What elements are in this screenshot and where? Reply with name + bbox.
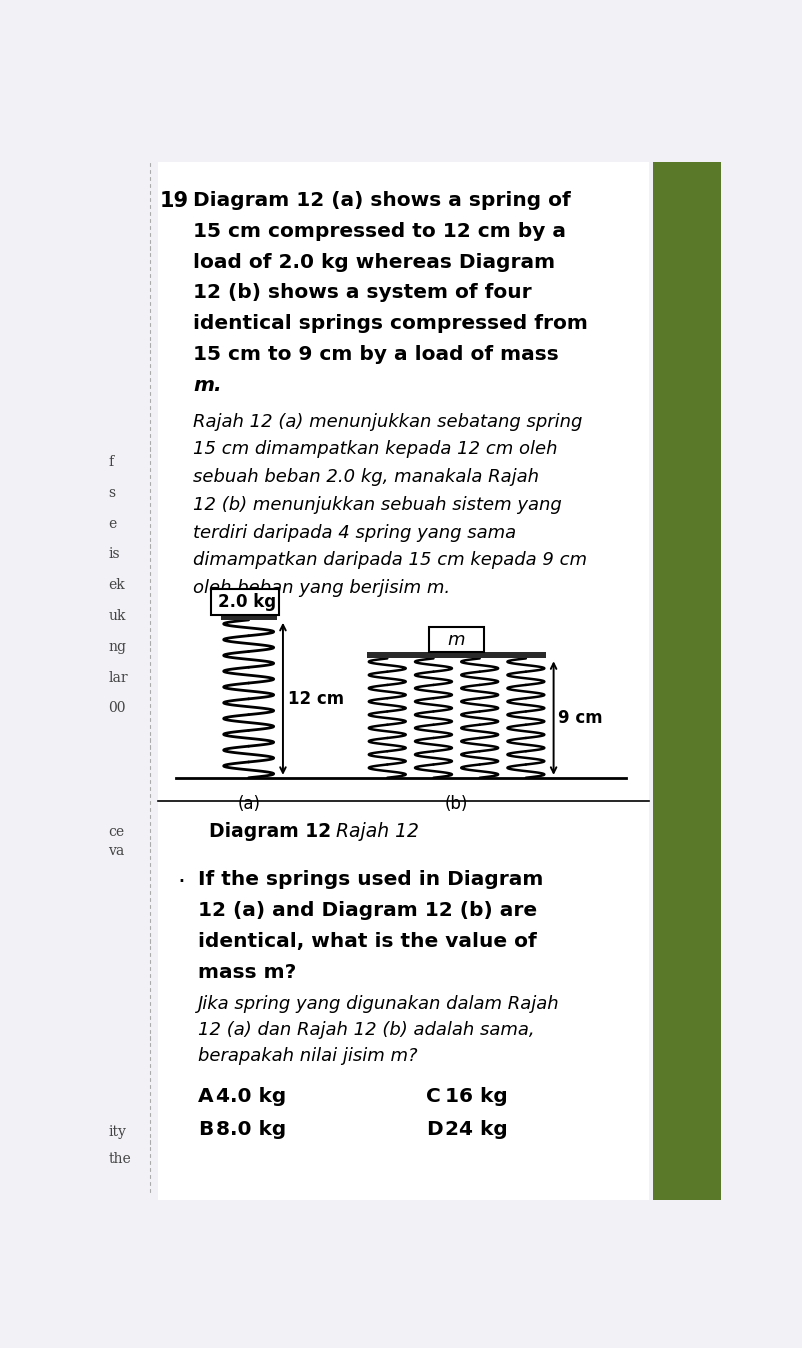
Text: 4.0 kg: 4.0 kg xyxy=(216,1088,286,1107)
Bar xyxy=(652,162,721,1200)
Text: D: D xyxy=(425,1120,442,1139)
Bar xyxy=(221,615,277,620)
Text: terdiri daripada 4 spring yang sama: terdiri daripada 4 spring yang sama xyxy=(193,523,516,542)
Text: e: e xyxy=(108,516,116,531)
Text: identical, what is the value of: identical, what is the value of xyxy=(197,931,536,950)
Text: 15 cm compressed to 12 cm by a: 15 cm compressed to 12 cm by a xyxy=(193,222,565,241)
Text: s: s xyxy=(108,485,115,500)
Text: identical springs compressed from: identical springs compressed from xyxy=(193,314,587,333)
Text: B: B xyxy=(197,1120,213,1139)
Text: berapakah nilai jisim m?: berapakah nilai jisim m? xyxy=(197,1047,417,1065)
Text: 12 (a) and Diagram 12 (b) are: 12 (a) and Diagram 12 (b) are xyxy=(197,900,537,919)
Text: (b): (b) xyxy=(444,795,468,813)
Text: is: is xyxy=(108,547,120,562)
Text: 12 cm: 12 cm xyxy=(287,690,343,708)
Text: 8.0 kg: 8.0 kg xyxy=(216,1120,286,1139)
Text: 9 cm: 9 cm xyxy=(557,709,602,727)
Text: sebuah beban 2.0 kg, manakala Rajah: sebuah beban 2.0 kg, manakala Rajah xyxy=(193,468,539,487)
Text: If the springs used in Diagram: If the springs used in Diagram xyxy=(197,871,543,890)
Bar xyxy=(158,162,648,1200)
Text: ng: ng xyxy=(108,640,127,654)
Text: 00: 00 xyxy=(108,701,126,716)
Text: the: the xyxy=(108,1153,132,1166)
Text: C: C xyxy=(425,1088,440,1107)
Text: Rajah 12: Rajah 12 xyxy=(335,822,418,841)
Text: oleh beban yang berjisim m.: oleh beban yang berjisim m. xyxy=(193,580,450,597)
Text: ity: ity xyxy=(108,1126,126,1139)
Text: ·: · xyxy=(177,871,185,894)
Text: Diagram 12: Diagram 12 xyxy=(209,822,330,841)
Text: dimampatkan daripada 15 cm kepada 9 cm: dimampatkan daripada 15 cm kepada 9 cm xyxy=(193,551,586,569)
Bar xyxy=(367,652,545,658)
Text: va: va xyxy=(108,844,124,857)
Text: Jika spring yang digunakan dalam Rajah: Jika spring yang digunakan dalam Rajah xyxy=(197,995,559,1012)
Text: load of 2.0 kg whereas Diagram: load of 2.0 kg whereas Diagram xyxy=(193,252,555,271)
Text: uk: uk xyxy=(108,609,126,623)
Text: Rajah 12 (a) menunjukkan sebatang spring: Rajah 12 (a) menunjukkan sebatang spring xyxy=(193,412,582,431)
Text: A: A xyxy=(197,1088,213,1107)
Text: 12 (a) dan Rajah 12 (b) adalah sama,: 12 (a) dan Rajah 12 (b) adalah sama, xyxy=(197,1020,534,1039)
Text: 2.0 kg: 2.0 kg xyxy=(218,593,276,611)
Text: Diagram 12 (a) shows a spring of: Diagram 12 (a) shows a spring of xyxy=(193,191,570,210)
Text: 12 (b) shows a system of four: 12 (b) shows a system of four xyxy=(193,283,531,302)
Text: 24 kg: 24 kg xyxy=(444,1120,507,1139)
Text: 15 cm dimampatkan kepada 12 cm oleh: 15 cm dimampatkan kepada 12 cm oleh xyxy=(193,441,557,458)
Text: 15 cm to 9 cm by a load of mass: 15 cm to 9 cm by a load of mass xyxy=(193,345,558,364)
Bar xyxy=(211,589,278,615)
Text: 12 (b) menunjukkan sebuah sistem yang: 12 (b) menunjukkan sebuah sistem yang xyxy=(193,496,561,514)
Text: mass m?: mass m? xyxy=(197,962,296,981)
Text: 19: 19 xyxy=(159,191,188,212)
Text: lar: lar xyxy=(108,671,128,685)
Text: ek: ek xyxy=(108,578,125,592)
Bar xyxy=(428,627,484,652)
Text: m.: m. xyxy=(193,376,221,395)
Text: m: m xyxy=(448,631,464,648)
Text: f: f xyxy=(108,456,114,469)
Text: 16 kg: 16 kg xyxy=(444,1088,507,1107)
Text: (a): (a) xyxy=(237,795,260,813)
Text: ce: ce xyxy=(108,825,124,838)
